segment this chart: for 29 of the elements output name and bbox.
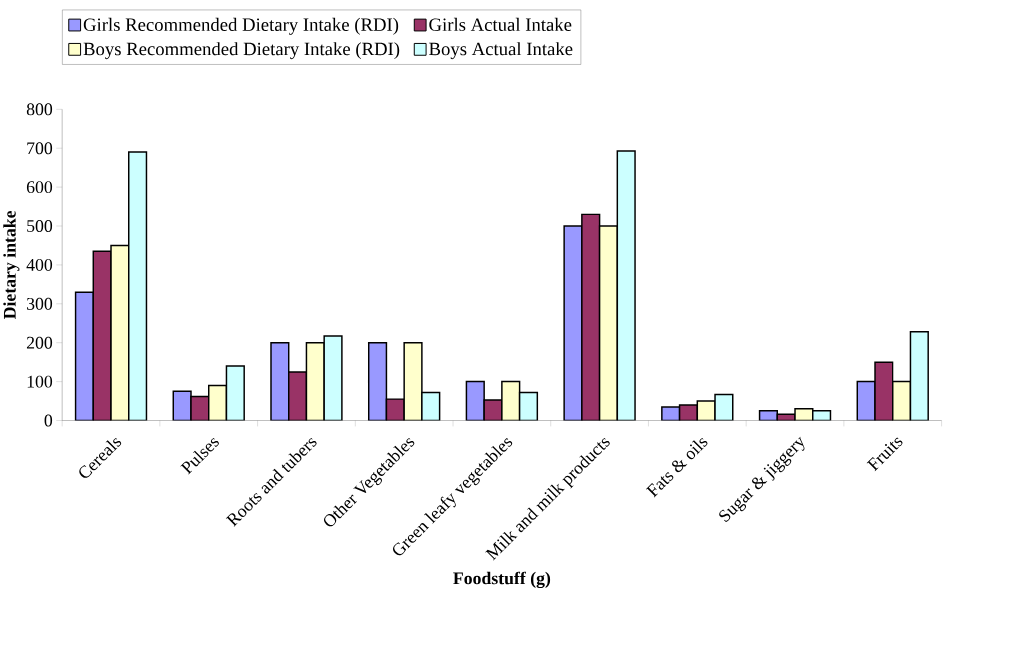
y-tick-label: 700 — [27, 142, 53, 155]
y-tick-label: 800 — [26, 103, 53, 116]
bar — [367, 341, 388, 421]
y-tick-label: 100 — [27, 375, 53, 388]
legend-label: Boys Actual Intake — [429, 42, 573, 60]
bar — [287, 371, 308, 421]
y-tick-label: 500 — [27, 220, 53, 232]
x-tick-label: Fats & oils — [645, 437, 708, 498]
bar — [207, 384, 228, 421]
y-tick-label: 300 — [27, 297, 53, 310]
bar — [518, 391, 539, 421]
bar — [581, 213, 601, 421]
legend-label: Girls Actual Intake — [429, 17, 572, 31]
bar — [128, 151, 148, 421]
bar — [110, 244, 130, 421]
y-tick-label: 200 — [26, 336, 53, 349]
bar — [616, 150, 636, 421]
bar — [892, 380, 912, 421]
legend-label: Boys Recommended Dietary Intake (RDI) — [83, 42, 400, 60]
y-tick-label: 600 — [26, 181, 53, 194]
bar — [74, 291, 95, 421]
bar — [563, 225, 583, 421]
y-axis-title: Dietary intake — [3, 210, 20, 319]
y-tick-label: 400 — [26, 258, 53, 271]
bar — [92, 250, 112, 421]
x-axis-title: Foodstuff (g) — [453, 571, 551, 589]
y-tick-label: 0 — [44, 414, 53, 427]
legend-label: Girls Recommended Dietary Intake (RDI) — [83, 17, 399, 35]
bar — [598, 225, 619, 421]
